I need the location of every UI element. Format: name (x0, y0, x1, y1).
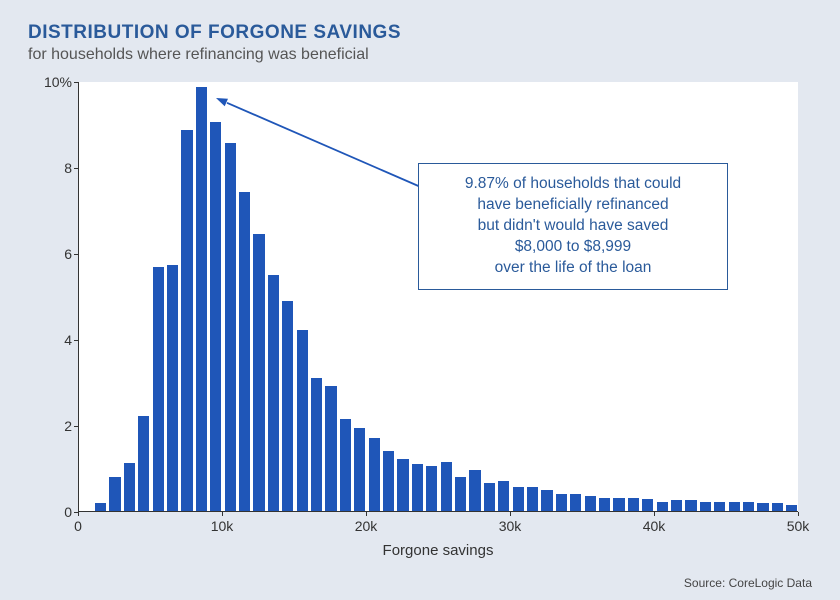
annotation-line: but didn't would have saved (433, 216, 713, 237)
plot-area (78, 82, 798, 512)
bar (138, 416, 149, 511)
bar (325, 386, 336, 511)
bar (397, 459, 408, 511)
y-tick-label: 2 (32, 418, 72, 434)
bar (282, 301, 293, 511)
bar (729, 502, 740, 511)
x-axis-label: Forgone savings (78, 542, 798, 559)
bar (109, 477, 120, 511)
chart-subtitle: for households where refinancing was ben… (28, 46, 812, 64)
chart-area: 0246810% 010k20k30k40k50k Forgone saving… (28, 78, 812, 548)
bar (628, 498, 639, 511)
bar (786, 505, 797, 511)
bar (426, 466, 437, 511)
x-tick-label: 30k (499, 518, 522, 534)
y-tick-mark (74, 340, 78, 341)
y-tick-mark (74, 82, 78, 83)
y-tick-label: 4 (32, 332, 72, 348)
bar (527, 487, 538, 511)
x-tick-mark (222, 512, 223, 516)
x-tick-mark (654, 512, 655, 516)
bar (541, 490, 552, 511)
bar (513, 487, 524, 511)
bar (657, 502, 668, 511)
chart-title: DISTRIBUTION OF FORGONE SAVINGS (28, 22, 812, 44)
bar (599, 498, 610, 511)
y-tick-mark (74, 168, 78, 169)
bar (671, 500, 682, 511)
bar (484, 483, 495, 511)
bar (441, 462, 452, 511)
bar (181, 130, 192, 511)
x-tick-mark (366, 512, 367, 516)
annotation-box: 9.87% of households that couldhave benef… (418, 163, 728, 290)
bar (239, 192, 250, 511)
bar (297, 330, 308, 511)
bar (498, 481, 509, 511)
annotation-line: over the life of the loan (433, 258, 713, 279)
bar (714, 502, 725, 511)
bar (570, 494, 581, 511)
bar (455, 477, 466, 511)
x-tick-label: 20k (355, 518, 378, 534)
bar (556, 494, 567, 511)
bar (311, 378, 322, 511)
annotation-line: $8,000 to $8,999 (433, 237, 713, 258)
bar (613, 498, 624, 511)
bar (757, 503, 768, 511)
bar (167, 265, 178, 511)
bar (340, 419, 351, 511)
bar (685, 500, 696, 511)
bar (743, 502, 754, 511)
bar (642, 499, 653, 511)
x-tick-label: 10k (211, 518, 234, 534)
bar (124, 463, 135, 511)
annotation-line: 9.87% of households that could (433, 174, 713, 195)
y-tick-label: 8 (32, 160, 72, 176)
bar (153, 267, 164, 511)
bar (369, 438, 380, 511)
bar (196, 87, 207, 511)
bar (268, 275, 279, 512)
bar (383, 451, 394, 511)
bar (225, 143, 236, 511)
bar (354, 428, 365, 511)
x-tick-mark (798, 512, 799, 516)
x-tick-label: 40k (643, 518, 666, 534)
bar (585, 496, 596, 511)
annotation-line: have beneficially refinanced (433, 195, 713, 216)
y-tick-label: 0 (32, 504, 72, 520)
x-tick-label: 0 (74, 518, 82, 534)
x-tick-mark (78, 512, 79, 516)
bar (700, 502, 711, 511)
x-tick-mark (510, 512, 511, 516)
y-tick-mark (74, 254, 78, 255)
source-text: Source: CoreLogic Data (684, 576, 812, 590)
bar (772, 503, 783, 511)
y-tick-label: 10% (32, 74, 72, 90)
x-tick-label: 50k (787, 518, 810, 534)
bar (412, 464, 423, 511)
y-tick-label: 6 (32, 246, 72, 262)
y-tick-mark (74, 426, 78, 427)
bar (469, 470, 480, 511)
bar (253, 234, 264, 511)
bar (95, 503, 106, 511)
bar (210, 122, 221, 511)
